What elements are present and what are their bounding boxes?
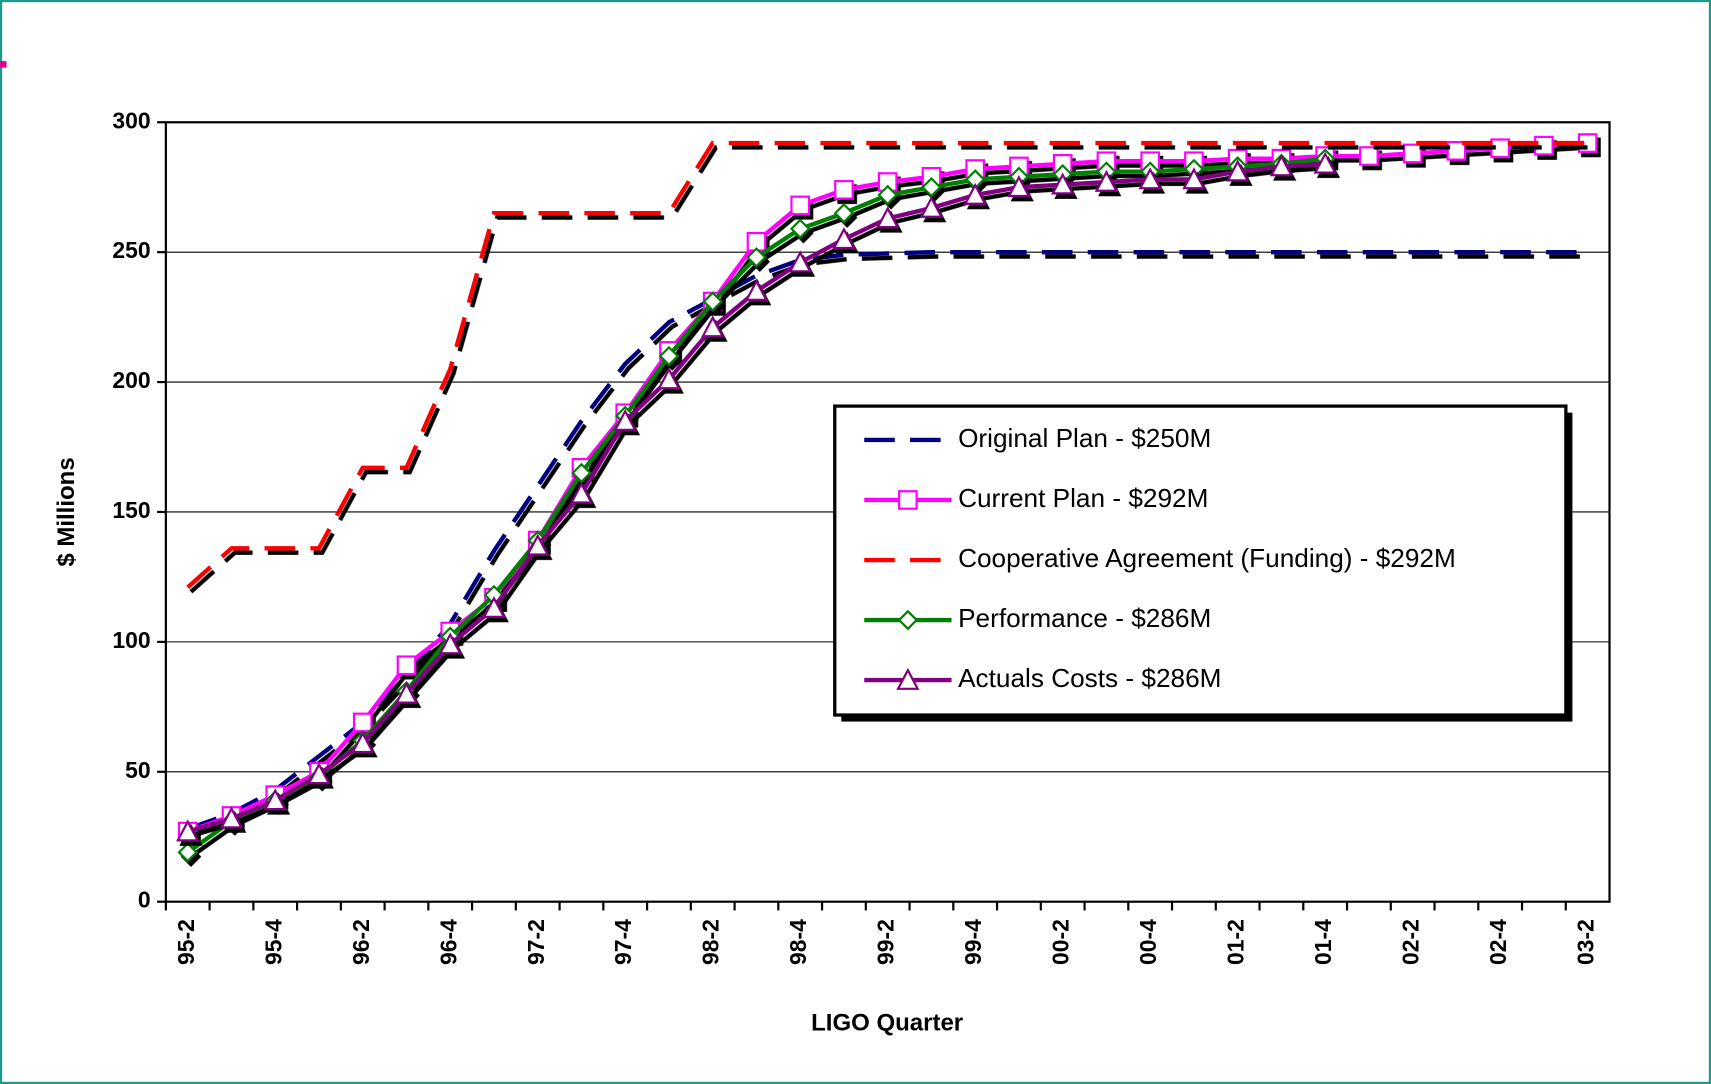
y-tick-label: 250 (112, 237, 150, 263)
x-axis-title: LIGO Quarter (811, 1009, 963, 1036)
marker (1094, 169, 1119, 192)
y-tick-label: 100 (112, 627, 150, 653)
marker (177, 842, 199, 863)
x-tick-label: 99-2 (873, 919, 899, 965)
series (187, 249, 1588, 832)
x-tick-label: 01-2 (1223, 919, 1249, 965)
legend-label: Current Plan - $292M (958, 483, 1208, 513)
y-tick-label: 150 (112, 497, 150, 523)
legend-label: Performance - $286M (958, 603, 1211, 633)
y-tick-label: 0 (138, 887, 151, 913)
marker (1446, 141, 1467, 161)
marker (833, 202, 855, 224)
marker (351, 731, 375, 754)
plot-frame (164, 121, 1611, 903)
legend-label: Original Plan - $250M (958, 423, 1211, 453)
x-tick-label: 98-4 (785, 919, 811, 965)
marker (876, 206, 900, 229)
marker (438, 632, 462, 655)
marker (790, 195, 811, 216)
marker (963, 182, 987, 205)
x-tick-label: 98-2 (698, 919, 724, 965)
marker (263, 788, 287, 811)
series (176, 151, 1337, 842)
marker (897, 609, 919, 631)
legend-label: Actuals Costs - $286M (958, 663, 1221, 693)
marker (396, 655, 417, 676)
marker (613, 408, 637, 431)
marker (789, 218, 811, 240)
marker (701, 315, 725, 338)
y-tick-label: 50 (125, 757, 150, 783)
marker (219, 806, 244, 829)
marker (1226, 159, 1250, 182)
x-tick-label: 95-2 (173, 919, 199, 965)
x-tick-label: 97-4 (610, 919, 636, 965)
marker (1269, 154, 1294, 177)
x-tick-label: 00-4 (1135, 919, 1161, 965)
marker (658, 345, 680, 367)
series-line (186, 140, 1588, 589)
marker (1313, 151, 1337, 174)
marker (744, 278, 769, 301)
y-axis-title: $ Millions (53, 457, 80, 566)
marker (657, 367, 681, 390)
x-tick-label: 96-2 (348, 919, 374, 965)
marker (1402, 143, 1423, 164)
marker (788, 250, 812, 273)
marker (877, 184, 898, 206)
y-tick-label: 200 (112, 367, 150, 393)
legend (833, 404, 1568, 717)
series (186, 140, 1588, 589)
marker (394, 681, 419, 704)
x-tick-label: 95-4 (260, 919, 286, 965)
marker (919, 195, 944, 218)
corner-mark (0, 61, 7, 68)
marker (1359, 146, 1379, 166)
y-tick-label: 300 (112, 107, 150, 133)
marker (1490, 138, 1510, 159)
marker (898, 490, 918, 510)
legend-items: Original Plan - $250M Current Plan - $292… (864, 423, 1456, 693)
marker (896, 667, 920, 690)
x-tick-label: 99-4 (960, 919, 986, 965)
marker (1534, 135, 1554, 156)
marker (569, 481, 594, 504)
x-tick-label: 02-4 (1485, 919, 1511, 965)
marker (1007, 175, 1031, 198)
x-tick-label: 01-4 (1310, 919, 1336, 965)
marker (176, 819, 200, 842)
plot (176, 133, 1598, 863)
marker (746, 247, 767, 268)
x-tick-label: 00-2 (1048, 919, 1074, 965)
marker (482, 595, 506, 618)
marker (834, 179, 854, 200)
marker (1051, 172, 1075, 195)
marker (1182, 167, 1206, 190)
x-tick-label: 03-2 (1573, 919, 1599, 965)
marker (702, 291, 723, 312)
marker (352, 712, 373, 733)
marker (526, 533, 550, 556)
x-tick-label: 02-2 (1398, 919, 1424, 965)
x-tick-label: 96-4 (435, 919, 461, 965)
marker (1138, 167, 1162, 190)
marker (307, 762, 331, 785)
marker (832, 227, 856, 250)
series-line (187, 249, 1588, 832)
x-tick-label: 97-2 (523, 919, 549, 965)
legend-label: Cooperative Agreement (Funding) - $292M (958, 543, 1456, 573)
